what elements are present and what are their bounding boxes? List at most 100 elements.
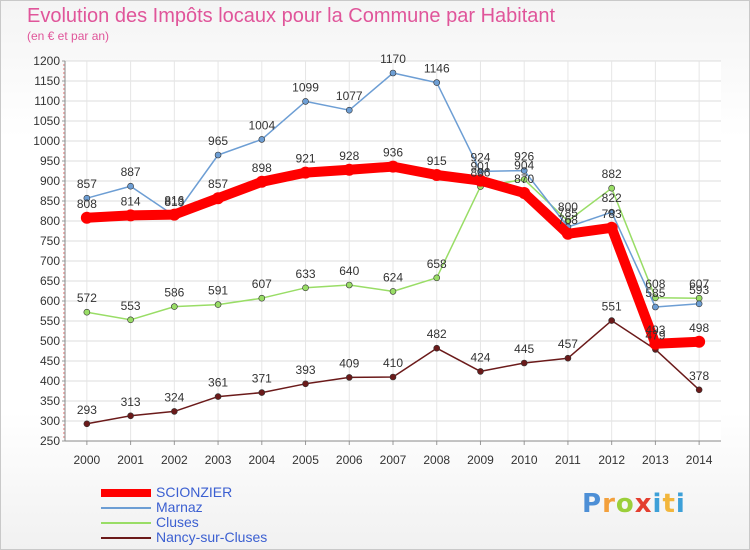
- data-point-Marnaz: [389, 69, 397, 77]
- logo-letter: i: [675, 489, 686, 519]
- data-label-Marnaz: 857: [77, 177, 97, 191]
- y-tick-label: 850: [40, 194, 60, 208]
- data-label-Cluses: 553: [121, 299, 141, 313]
- data-label-Nancy-sur-Cluses: 410: [383, 356, 403, 370]
- data-point-Marnaz: [258, 136, 266, 143]
- data-label-Nancy-sur-Cluses: 551: [602, 300, 622, 314]
- data-label-Marnaz: 813: [164, 195, 184, 209]
- y-tick-label: 1150: [34, 74, 60, 88]
- y-tick-label: 750: [40, 234, 60, 248]
- data-label-Marnaz: 785: [558, 206, 578, 220]
- y-tick-label: 950: [40, 154, 60, 168]
- y-tick-label: 550: [40, 314, 60, 328]
- y-tick-label: 1100: [34, 94, 60, 108]
- legend-swatch: [101, 489, 151, 497]
- data-point-Nancy-sur-Cluses: [695, 386, 703, 394]
- data-point-Marnaz: [345, 106, 353, 114]
- data-label-SCIONZIER: 901: [470, 160, 490, 174]
- data-label-Marnaz: 965: [208, 134, 228, 148]
- data-label-Nancy-sur-Cluses: 479: [645, 328, 665, 342]
- x-tick-label: 2001: [117, 453, 144, 467]
- x-tick-label: 2000: [74, 453, 101, 467]
- data-label-Nancy-sur-Cluses: 313: [121, 395, 141, 409]
- y-tick-label: 600: [40, 294, 60, 308]
- data-point-SCIONZIER: [561, 227, 574, 240]
- data-label-SCIONZIER: 928: [339, 149, 359, 163]
- data-point-SCIONZIER: [299, 166, 312, 179]
- legend-swatch: [101, 537, 151, 539]
- data-point-Marnaz: [302, 98, 309, 105]
- data-label-SCIONZIER: 915: [427, 154, 447, 168]
- data-label-Marnaz: 924: [470, 150, 490, 164]
- data-label-SCIONZIER: 814: [121, 194, 141, 208]
- legend-swatch: [101, 507, 151, 509]
- data-label-Marnaz: 926: [514, 150, 534, 164]
- data-label-Cluses: 586: [164, 286, 184, 300]
- chart-subtitle: (en € et par an): [27, 29, 110, 43]
- proxiti-logo: Proxiti: [582, 489, 686, 519]
- y-tick-label: 700: [40, 254, 60, 268]
- data-label-SCIONZIER: 768: [558, 213, 578, 227]
- y-tick-label: 650: [40, 274, 60, 288]
- data-point-Cluses: [302, 284, 309, 292]
- x-tick-label: 2003: [205, 453, 232, 467]
- data-label-SCIONZIER: 816: [164, 194, 184, 208]
- x-tick-label: 2009: [467, 453, 494, 467]
- data-point-Cluses: [433, 274, 441, 282]
- data-label-Nancy-sur-Cluses: 445: [514, 342, 534, 356]
- data-label-Cluses: 591: [208, 284, 228, 298]
- data-label-SCIONZIER: 498: [689, 321, 709, 335]
- data-label-SCIONZIER: 898: [252, 161, 272, 175]
- data-point-SCIONZIER: [649, 337, 662, 350]
- data-point-Marnaz: [433, 79, 441, 86]
- data-point-Marnaz: [520, 167, 528, 174]
- data-point-Cluses: [345, 281, 353, 289]
- data-point-Nancy-sur-Cluses: [302, 380, 309, 388]
- data-label-Cluses: 886: [470, 166, 490, 180]
- data-point-Cluses: [608, 184, 615, 192]
- data-point-Nancy-sur-Cluses: [520, 359, 528, 367]
- data-label-Nancy-sur-Cluses: 361: [208, 376, 228, 390]
- data-point-Marnaz: [477, 168, 484, 175]
- y-tick-label: 250: [40, 434, 60, 448]
- data-label-Marnaz: 1146: [424, 62, 450, 76]
- data-point-Marnaz: [608, 208, 615, 216]
- data-label-Cluses: 572: [77, 291, 97, 305]
- data-label-Cluses: 607: [252, 277, 272, 291]
- data-point-Nancy-sur-Cluses: [564, 354, 572, 362]
- data-label-Nancy-sur-Cluses: 424: [470, 350, 490, 364]
- data-point-Marnaz: [652, 303, 659, 311]
- data-label-Marnaz: 585: [645, 286, 665, 300]
- data-label-SCIONZIER: 921: [296, 152, 316, 166]
- data-point-SCIONZIER: [518, 187, 531, 199]
- y-tick-label: 300: [40, 414, 60, 428]
- data-point-Nancy-sur-Cluses: [127, 412, 134, 420]
- logo-letter: i: [652, 489, 663, 519]
- data-point-SCIONZIER: [168, 208, 181, 221]
- data-point-SCIONZIER: [343, 163, 356, 176]
- data-label-Cluses: 640: [339, 264, 359, 278]
- data-point-SCIONZIER: [212, 192, 225, 205]
- data-label-Cluses: 624: [383, 270, 403, 284]
- data-point-SCIONZIER: [474, 174, 487, 187]
- data-point-Cluses: [258, 294, 266, 302]
- legend-label: SCIONZIER: [156, 484, 233, 500]
- data-point-Cluses: [127, 316, 134, 324]
- chart-title: Evolution des Impôts locaux pour la Comm…: [27, 5, 556, 27]
- data-point-Nancy-sur-Cluses: [608, 317, 615, 324]
- y-tick-label: 1050: [33, 114, 60, 128]
- data-point-Cluses: [83, 308, 91, 316]
- data-point-Marnaz: [127, 182, 134, 190]
- data-point-SCIONZIER: [124, 209, 137, 222]
- data-label-Marnaz: 1004: [248, 118, 275, 132]
- y-tick-label: 900: [40, 174, 60, 188]
- data-point-Nancy-sur-Cluses: [258, 389, 266, 396]
- data-label-Nancy-sur-Cluses: 393: [296, 363, 316, 377]
- y-tick-label: 450: [40, 354, 60, 368]
- data-point-Marnaz: [83, 194, 91, 202]
- y-tick-label: 1000: [33, 134, 60, 148]
- data-point-Marnaz: [214, 151, 222, 159]
- data-label-Cluses: 633: [296, 267, 316, 281]
- logo-letter: o: [615, 489, 635, 519]
